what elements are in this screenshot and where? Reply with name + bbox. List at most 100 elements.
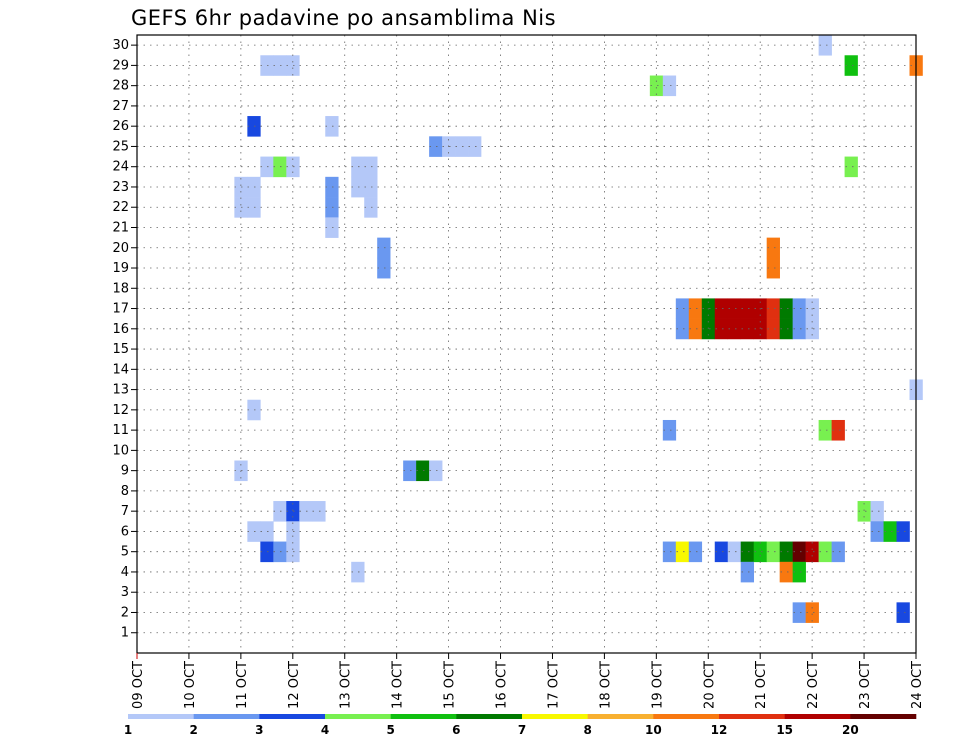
- y-tick-label: 1: [121, 626, 129, 641]
- precip-cell: [740, 298, 755, 319]
- precip-cell: [688, 298, 703, 319]
- precip-cell: [727, 318, 742, 340]
- precip-cell: [260, 521, 274, 542]
- precip-cell: [675, 298, 690, 319]
- precip-cell: [364, 197, 378, 218]
- precip-cell: [364, 176, 378, 198]
- precip-cell: [792, 298, 806, 319]
- legend-label: 5: [386, 723, 394, 737]
- precip-cell: [818, 419, 832, 441]
- legend-swatch: [456, 714, 523, 719]
- y-tick-label: 2: [121, 605, 129, 620]
- x-tick-label: 10 OCT: [183, 661, 198, 709]
- legend-swatch: [193, 714, 260, 719]
- y-tick-label: 30: [112, 38, 129, 53]
- y-tick-label: 16: [112, 322, 129, 337]
- y-tick-label: 11: [112, 423, 129, 438]
- x-tick-label: 20 OCT: [702, 661, 717, 709]
- y-tick-label: 27: [112, 99, 129, 114]
- precip-cell: [688, 318, 703, 340]
- x-tick-label: 19 OCT: [650, 661, 665, 709]
- precip-cell: [403, 460, 417, 482]
- precip-cell: [818, 35, 832, 56]
- precip-cell: [377, 257, 391, 279]
- x-tick-label: 15 OCT: [443, 661, 458, 709]
- precip-cell: [429, 136, 443, 157]
- y-tick-label: 19: [112, 261, 129, 276]
- x-tick-label: 14 OCT: [391, 661, 406, 709]
- x-tick-label: 18 OCT: [598, 661, 613, 709]
- legend-label: 1: [124, 723, 132, 737]
- grid-layer: [137, 35, 916, 653]
- x-tick-label: 16 OCT: [495, 661, 510, 709]
- precip-cell: [844, 55, 858, 76]
- legend-label: 12: [711, 723, 728, 737]
- precip-cell: [766, 298, 780, 319]
- precip-cell: [766, 257, 780, 279]
- precip-cell: [325, 176, 339, 198]
- y-tick-label: 18: [112, 281, 129, 296]
- precip-cell: [792, 602, 806, 623]
- precip-cell: [766, 541, 780, 563]
- legend-label: 20: [842, 723, 859, 737]
- legend-swatch: [719, 714, 785, 719]
- precip-cell: [714, 298, 729, 319]
- y-tick-label: 21: [112, 220, 129, 235]
- y-tick-label: 8: [121, 484, 129, 499]
- y-tick-label: 28: [112, 79, 129, 94]
- precip-cell: [325, 116, 339, 137]
- x-tick-label: 17 OCT: [546, 661, 561, 709]
- chart-title: GEFS 6hr padavine po ansamblima Nis: [131, 6, 557, 30]
- y-tick-label: 20: [112, 241, 129, 256]
- legend-swatch: [850, 714, 917, 719]
- precip-cell: [429, 460, 443, 482]
- color-legend: 1 2 3 4 5 6 7 8 10 12 15 20: [124, 714, 917, 737]
- precip-cell: [364, 156, 378, 178]
- precip-cell: [831, 541, 845, 563]
- precip-cell: [286, 55, 300, 76]
- y-tick-label: 24: [112, 160, 129, 175]
- precip-cell: [779, 541, 793, 563]
- precip-cell: [740, 561, 755, 583]
- precip-cell: [286, 541, 300, 563]
- legend-swatch: [784, 714, 851, 719]
- precip-cell: [286, 501, 300, 522]
- precip-cell: [260, 55, 274, 76]
- precip-cell: [870, 501, 884, 522]
- precip-cell: [675, 318, 690, 340]
- precip-cell: [766, 237, 780, 259]
- precip-cell: [273, 501, 287, 522]
- precip-cell: [286, 521, 300, 542]
- legend-label: 7: [518, 723, 526, 737]
- legend-swatch: [390, 714, 457, 719]
- precip-cell: [325, 197, 339, 218]
- precip-cell: [818, 541, 832, 563]
- precip-cell: [312, 501, 326, 522]
- x-tick-label: 23 OCT: [858, 661, 873, 709]
- y-tick-label: 13: [112, 383, 129, 398]
- legend-swatch: [522, 714, 588, 719]
- precip-cell: [273, 156, 287, 178]
- precip-cell: [260, 541, 274, 563]
- y-axis: 1234567891011121314151617181920212223242…: [112, 38, 137, 641]
- precip-cell: [714, 541, 729, 563]
- precip-cell: [273, 55, 287, 76]
- precip-cell: [831, 419, 845, 441]
- y-tick-label: 14: [112, 362, 129, 377]
- x-tick-label: 09 OCT: [131, 661, 146, 709]
- y-tick-label: 23: [112, 180, 129, 195]
- x-tick-label: 21 OCT: [754, 661, 769, 709]
- precip-cell: [714, 318, 729, 340]
- y-tick-label: 29: [112, 58, 129, 73]
- precip-cell: [792, 561, 806, 583]
- legend-label: 15: [776, 723, 793, 737]
- plot-frame: [136, 34, 917, 654]
- precip-cell: [351, 561, 365, 583]
- precip-cell: [779, 318, 793, 340]
- precip-cell: [468, 136, 482, 157]
- precip-cell: [649, 75, 664, 97]
- y-tick-label: 6: [121, 524, 129, 539]
- precip-cell: [727, 541, 742, 563]
- cells-layer: [234, 35, 923, 623]
